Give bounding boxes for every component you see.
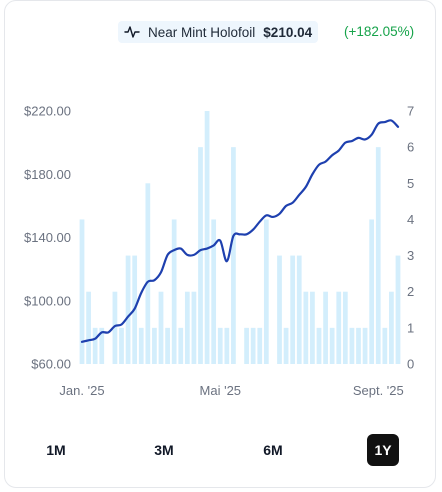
range-button-6m[interactable]: 6M (263, 442, 283, 458)
volume-bar (323, 291, 328, 364)
y2-tick-label: 5 (407, 176, 414, 191)
volume-bar (152, 327, 157, 364)
y-tick-label: $140.00 (24, 230, 71, 245)
volume-bar (369, 219, 375, 364)
volume-bar (375, 147, 381, 364)
volume-bar (99, 327, 105, 364)
volume-bar (290, 255, 296, 364)
volume-bar (303, 291, 309, 364)
volume-bar (382, 327, 388, 364)
range-button-3m[interactable]: 3M (154, 442, 174, 458)
volume-bar (329, 327, 335, 364)
y2-tick-label: 2 (407, 284, 414, 299)
volume-bar (283, 327, 289, 364)
y-tick-label: $100.00 (24, 293, 71, 308)
x-tick-label: Jan. '25 (59, 383, 104, 398)
volume-bar (231, 147, 236, 364)
legend-label: Near Mint Holofoil (148, 24, 256, 40)
legend-price: $210.04 (263, 24, 313, 40)
y2-tick-label: 6 (407, 140, 414, 155)
line-chart-icon (124, 24, 140, 40)
volume-bar (356, 327, 361, 364)
range-selector: 1M 3M 6M 1Y (0, 434, 442, 466)
volume-bar (171, 219, 177, 364)
volume-bar (349, 327, 355, 364)
chart-plot[interactable]: $220.00 $180.00 $140.00 $100.00 $60.00 7 6 5 4 3 2… (0, 0, 442, 420)
volume-bar (198, 147, 203, 364)
price-chart-card (4, 0, 436, 488)
volume-bar (178, 327, 184, 364)
price-change: (+182.05%) (344, 24, 415, 39)
volume-bar (92, 327, 98, 364)
y-tick-label: $220.00 (24, 104, 71, 119)
volume-bar (191, 291, 197, 364)
volume-bar (138, 327, 144, 364)
y2-tick-label: 4 (407, 212, 414, 227)
y2-tick-label: 1 (407, 320, 414, 335)
volume-bar (86, 291, 91, 364)
volume-bar (395, 255, 401, 364)
volume-bar (145, 183, 151, 364)
price-line (80, 119, 400, 343)
volume-bar (310, 291, 315, 364)
volume-bar (244, 327, 249, 364)
volume-bar (257, 327, 263, 364)
volume-bar (296, 255, 302, 364)
volume-bar (119, 327, 124, 364)
y-tick-label: $180.00 (24, 167, 71, 182)
volume-bar (362, 327, 368, 364)
volume-bar (250, 327, 256, 364)
volume-bar (204, 111, 210, 364)
volume-bar (158, 291, 164, 364)
y2-tick-label: 0 (407, 357, 414, 372)
volume-bar (217, 327, 223, 364)
range-button-1y[interactable]: 1Y (367, 434, 399, 466)
x-tick-label: Mai '25 (200, 383, 242, 398)
volume-bar (184, 291, 190, 364)
x-tick-label: Sept. '25 (353, 383, 404, 398)
volume-bar (112, 291, 118, 364)
volume-bar (389, 291, 394, 364)
range-button-1m[interactable]: 1M (46, 442, 66, 458)
y2-tick-label: 3 (407, 248, 414, 263)
volume-bar (165, 327, 170, 364)
volume-bar (79, 219, 85, 364)
volume-bar (224, 327, 230, 364)
y2-tick-label: 7 (407, 104, 414, 119)
volume-bar (316, 327, 322, 364)
volume-bar (263, 219, 269, 364)
volume-bar (336, 291, 342, 364)
volume-bar (342, 291, 348, 364)
volume-bar (277, 255, 282, 364)
volume-bar (211, 219, 217, 364)
y-tick-label: $60.00 (31, 357, 71, 372)
legend-item[interactable]: Near Mint Holofoil $210.04 (118, 21, 319, 43)
volume-bar (125, 255, 131, 364)
